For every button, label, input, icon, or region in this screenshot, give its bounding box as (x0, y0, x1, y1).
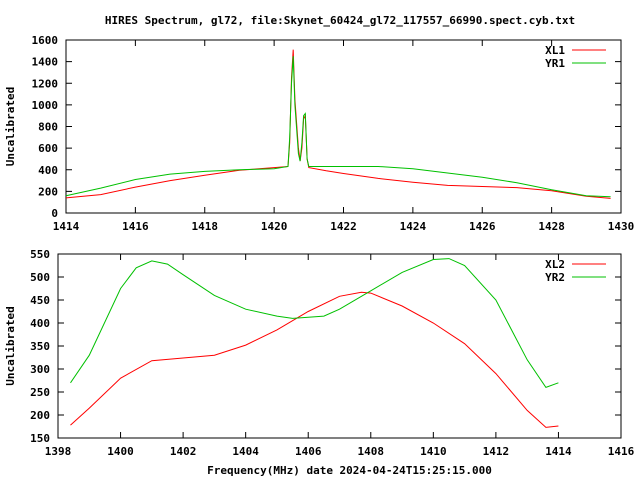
x-tick-label: 1408 (358, 445, 385, 458)
y-tick-label: 200 (30, 409, 50, 422)
y-tick-label: 600 (38, 142, 58, 155)
series-line-yr2 (70, 258, 559, 389)
x-tick-label: 1424 (400, 220, 427, 233)
x-tick-label: 1422 (330, 220, 357, 233)
x-tick-label: 1402 (170, 445, 197, 458)
y-tick-label: 450 (30, 294, 50, 307)
x-tick-label: 1414 (545, 445, 572, 458)
chart-title: HIRES Spectrum, gl72, file:Skynet_60424_… (105, 14, 575, 27)
series-line-xl2 (70, 291, 559, 428)
x-tick-label: 1404 (232, 445, 259, 458)
y-tick-label: 1600 (32, 34, 59, 47)
subplot-2: 1398 1400 1402 1404 1406 1408 1410 1412 1414 1416… (4, 248, 635, 477)
x-tick-label: 1430 (608, 220, 635, 233)
y-tick-label: 400 (38, 164, 58, 177)
y-tick-label: 400 (30, 317, 50, 330)
legend-label: XL1 (545, 44, 565, 57)
y-tick-label: 250 (30, 386, 50, 399)
y-axis-label: Uncalibrated (4, 87, 17, 166)
y-tick-label: 1200 (32, 77, 59, 90)
x-tick-label: 1420 (261, 220, 288, 233)
y-tick-label: 800 (38, 121, 58, 134)
subplot-1: 1414 1416 1418 1420 1422 1424 1426 1428 1430 0 200… (4, 34, 634, 233)
y-tick-label: 200 (38, 185, 58, 198)
y-tick-label: 500 (30, 271, 50, 284)
x-tick-label: 1406 (295, 445, 322, 458)
x-tick-label: 1398 (45, 445, 72, 458)
plot-frame (57, 253, 622, 439)
legend-label: YR1 (545, 57, 565, 70)
x-tick-label: 1428 (538, 220, 565, 233)
x-tick-label: 1426 (469, 220, 496, 233)
x-tick-label: 1410 (420, 445, 447, 458)
x-tick-label: 1412 (483, 445, 510, 458)
y-tick-label: 550 (30, 248, 50, 261)
y-tick-label: 0 (51, 207, 58, 220)
y-tick-label: 350 (30, 340, 50, 353)
series-line-yr1 (65, 56, 611, 198)
series-line-xl1 (65, 49, 611, 199)
x-tick-label: 1416 (608, 445, 635, 458)
legend-label: YR2 (545, 271, 565, 284)
x-tick-label: 1416 (122, 220, 149, 233)
y-tick-label: 300 (30, 363, 50, 376)
y-axis-label: Uncalibrated (4, 306, 17, 385)
y-tick-label: 1000 (32, 99, 59, 112)
legend-label: XL2 (545, 258, 565, 271)
x-tick-label: 1418 (192, 220, 219, 233)
x-tick-label: 1414 (53, 220, 80, 233)
y-tick-label: 1400 (32, 56, 59, 69)
x-tick-label: 1400 (107, 445, 134, 458)
y-tick-label: 150 (30, 432, 50, 445)
x-axis-label: Frequency(MHz) date 2024-04-24T15:25:15.… (207, 464, 492, 477)
